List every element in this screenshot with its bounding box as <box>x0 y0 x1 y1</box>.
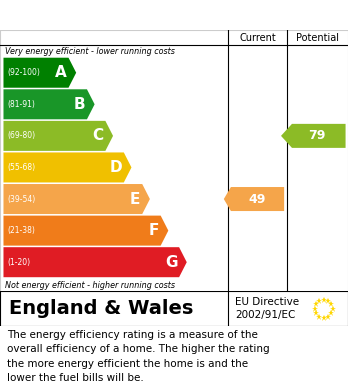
Text: 49: 49 <box>249 192 266 206</box>
Text: (21-38): (21-38) <box>8 226 35 235</box>
Text: 79: 79 <box>308 129 325 142</box>
Text: EU Directive
2002/91/EC: EU Directive 2002/91/EC <box>235 297 299 320</box>
Text: Energy Efficiency Rating: Energy Efficiency Rating <box>9 6 248 24</box>
Text: G: G <box>165 255 177 270</box>
Text: (92-100): (92-100) <box>8 68 40 77</box>
Polygon shape <box>3 152 132 183</box>
Text: (55-68): (55-68) <box>8 163 36 172</box>
Text: Current: Current <box>239 33 276 43</box>
Text: (1-20): (1-20) <box>8 258 31 267</box>
Polygon shape <box>3 121 113 151</box>
Polygon shape <box>3 247 187 277</box>
Polygon shape <box>224 187 284 211</box>
Polygon shape <box>3 89 95 119</box>
Text: England & Wales: England & Wales <box>9 300 193 318</box>
Text: The energy efficiency rating is a measure of the
overall efficiency of a home. T: The energy efficiency rating is a measur… <box>7 330 270 383</box>
Polygon shape <box>3 215 168 246</box>
Text: (81-91): (81-91) <box>8 100 35 109</box>
Polygon shape <box>3 58 76 88</box>
Text: (39-54): (39-54) <box>8 195 36 204</box>
Text: Very energy efficient - lower running costs: Very energy efficient - lower running co… <box>5 47 175 56</box>
Text: F: F <box>149 223 159 238</box>
Polygon shape <box>3 184 150 214</box>
Text: D: D <box>109 160 122 175</box>
Text: C: C <box>93 128 104 143</box>
Text: (69-80): (69-80) <box>8 131 36 140</box>
Text: E: E <box>130 192 141 206</box>
Text: B: B <box>73 97 85 112</box>
Text: Not energy efficient - higher running costs: Not energy efficient - higher running co… <box>5 280 175 289</box>
Polygon shape <box>281 124 346 148</box>
Text: A: A <box>55 65 67 80</box>
Text: Potential: Potential <box>296 33 339 43</box>
